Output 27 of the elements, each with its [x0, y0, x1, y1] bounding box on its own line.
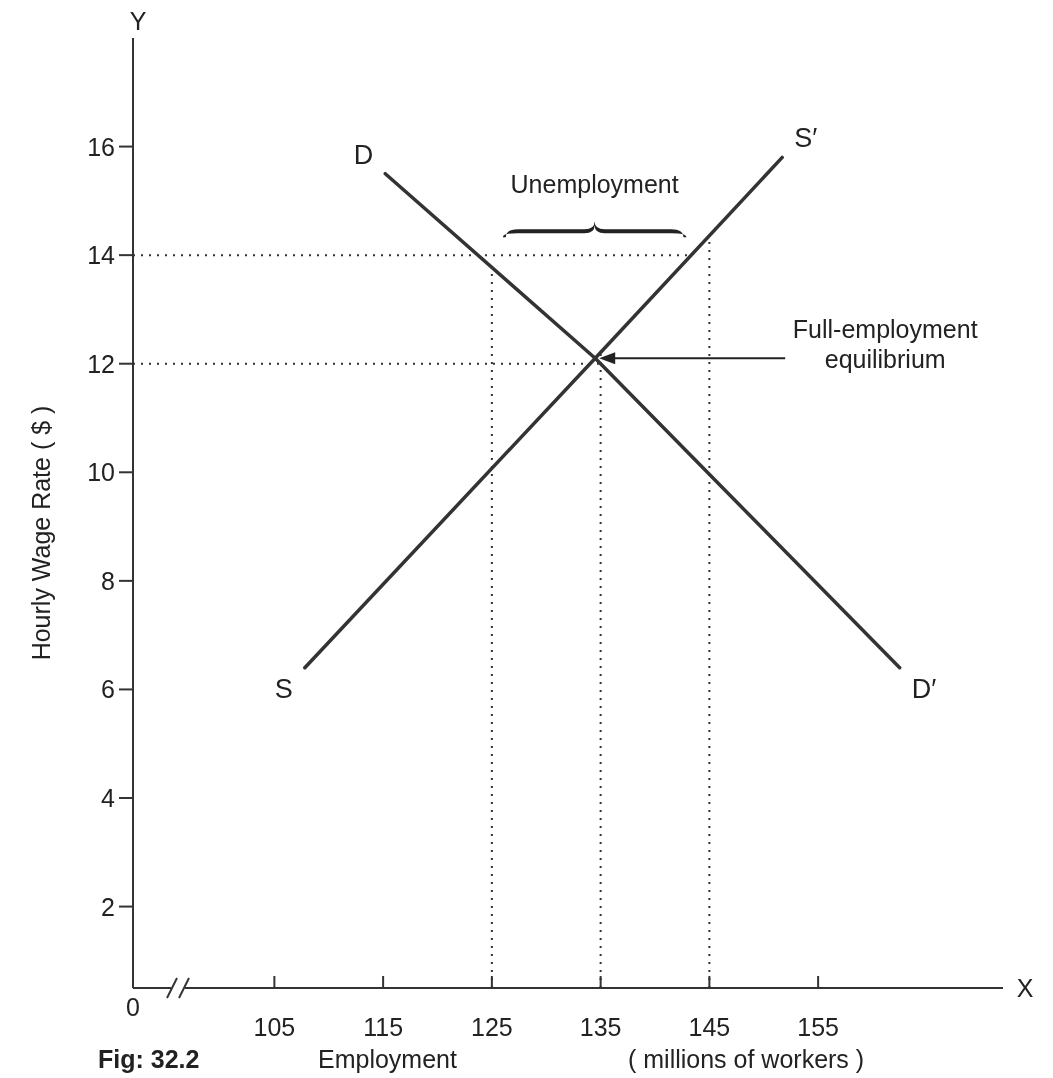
text: ( millions of workers ) [628, 1045, 865, 1073]
y-tick-label: 14 [87, 241, 116, 270]
y-tick-label: 12 [87, 349, 115, 378]
y-tick-label: 8 [101, 566, 115, 595]
x-tick-label: 125 [471, 1013, 513, 1041]
text: X [1016, 974, 1034, 1002]
x-tick-label: 105 [253, 1013, 296, 1041]
y-tick-label: 16 [87, 132, 115, 161]
annotation: Unemployment [510, 170, 679, 199]
y-tick-label: 6 [101, 675, 115, 704]
x-tick-label: 135 [579, 1013, 622, 1041]
y-tick-label: 10 [87, 458, 115, 487]
text: 0 [126, 993, 140, 1021]
text: Fig: 32.2 [98, 1045, 200, 1073]
annotation: D′ [911, 673, 937, 704]
y-tick-label: 2 [101, 892, 115, 921]
y-tick-label: 4 [101, 784, 116, 812]
x-tick-label: 155 [797, 1013, 839, 1041]
x-tick-label: 115 [363, 1013, 404, 1041]
annotation: S′ [794, 123, 818, 154]
annotation: S [274, 673, 293, 704]
x-axis-title: Employment [318, 1045, 457, 1073]
x-tick-label: 145 [688, 1013, 731, 1041]
annotation: Full-employment equilibrium [792, 315, 978, 374]
text: Y [129, 7, 147, 35]
annotation: D [353, 139, 374, 170]
y-axis-title: Hourly Wage Rate ( $ ) [27, 405, 55, 661]
